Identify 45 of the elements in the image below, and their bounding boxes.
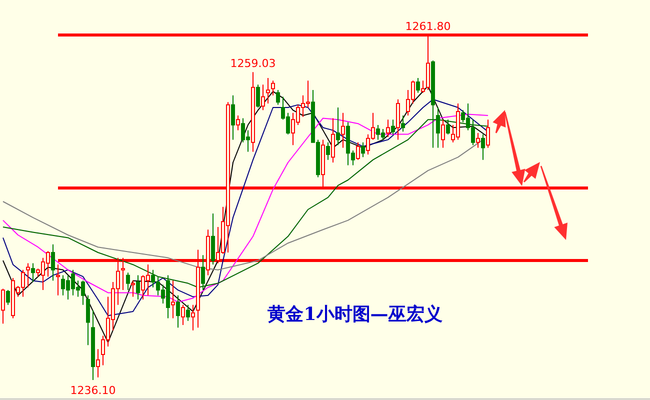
- candlestick: [201, 254, 205, 291]
- candlestick: [266, 77, 270, 104]
- candlestick: [136, 274, 140, 300]
- candlestick: [231, 94, 235, 140]
- annotation: 1236.10: [70, 384, 116, 397]
- candlestick: [171, 280, 175, 319]
- annotation: 1261.80: [405, 20, 451, 33]
- candlestick: [441, 119, 445, 148]
- candlestick: [256, 84, 260, 108]
- candlestick: [336, 106, 340, 146]
- text: 黄金1小时图—巫宏义: [266, 304, 442, 325]
- candlestick: [481, 134, 485, 160]
- candlestick: [1, 288, 5, 324]
- candlestick: [96, 348, 100, 378]
- candlestick: [326, 142, 330, 160]
- candlestick: [341, 112, 345, 148]
- candlestick: [391, 119, 395, 135]
- candlestick: [476, 132, 480, 148]
- candlestick: [186, 304, 190, 322]
- candlestick: [401, 115, 405, 132]
- candlestick: [261, 84, 265, 111]
- candlestick: [436, 106, 440, 148]
- candlestick: [331, 118, 335, 164]
- candlestick: [26, 262, 30, 288]
- candlestick: [361, 142, 365, 158]
- candlestick: [6, 290, 10, 306]
- candlestick: [176, 294, 180, 328]
- candlestick: [486, 119, 490, 148]
- candlestick: [131, 280, 135, 298]
- candlestick: [56, 264, 60, 296]
- candlestick: [271, 80, 275, 96]
- candlestick: [386, 119, 390, 138]
- candlestick: [86, 294, 90, 346]
- candlestick: [31, 262, 35, 283]
- candlestick: [446, 119, 450, 135]
- candlestick: [51, 244, 55, 282]
- candlestick: [356, 142, 360, 160]
- candlestick: [421, 80, 425, 94]
- candlestick: [126, 272, 130, 291]
- candlestick: [191, 304, 195, 331]
- candlestick: [276, 90, 280, 106]
- candlestick: [236, 115, 240, 131]
- candlestick: [181, 304, 185, 326]
- candlestick: [416, 77, 420, 94]
- annotation: 1259.03: [230, 57, 276, 70]
